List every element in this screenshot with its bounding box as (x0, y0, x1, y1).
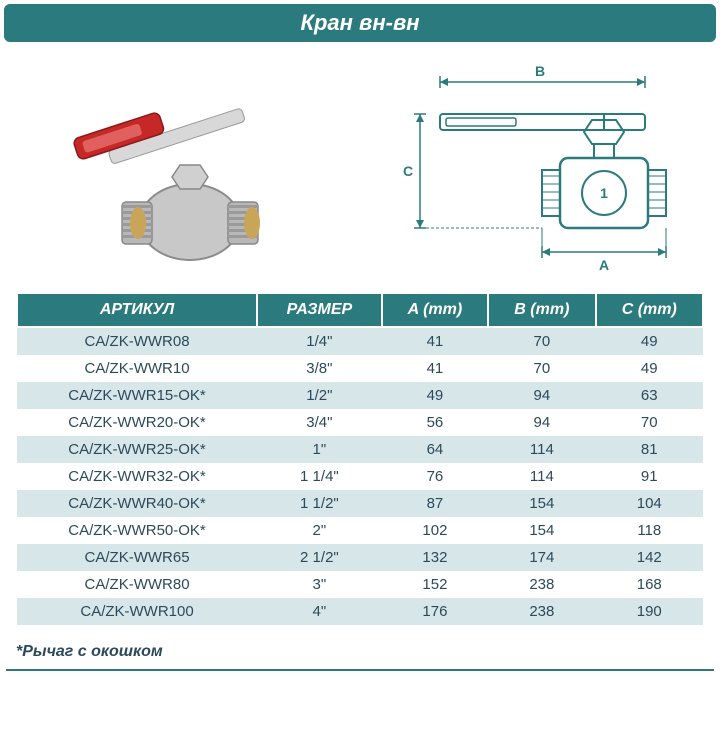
table-cell: 114 (488, 436, 595, 463)
spec-table: АРТИКУЛ РАЗМЕР A (mm) B (mm) C (mm) CA/Z… (16, 292, 704, 625)
product-photo (20, 57, 360, 277)
table-cell: 154 (488, 490, 595, 517)
table-cell: 142 (596, 544, 703, 571)
table-row: CA/ZK-WWR25-OK*1"6411481 (17, 436, 703, 463)
table-cell: 76 (382, 463, 488, 490)
table-cell: CA/ZK-WWR10 (17, 355, 257, 382)
table-cell: 41 (382, 327, 488, 355)
table-row: CA/ZK-WWR15-OK*1/2"499463 (17, 382, 703, 409)
table-row: CA/ZK-WWR50-OK*2"102154118 (17, 517, 703, 544)
table-row: CA/ZK-WWR081/4"417049 (17, 327, 703, 355)
bottom-separator (6, 669, 714, 671)
table-cell: CA/ZK-WWR40-OK* (17, 490, 257, 517)
table-header-row: АРТИКУЛ РАЗМЕР A (mm) B (mm) C (mm) (17, 293, 703, 327)
col-c: C (mm) (596, 293, 703, 327)
table-cell: 3/4" (257, 409, 382, 436)
table-cell: CA/ZK-WWR32-OK* (17, 463, 257, 490)
table-cell: 1 1/4" (257, 463, 382, 490)
table-cell: 49 (596, 327, 703, 355)
col-size: РАЗМЕР (257, 293, 382, 327)
dimension-diagram: B 1 (360, 52, 700, 282)
table-cell: 81 (596, 436, 703, 463)
table-cell: 152 (382, 571, 488, 598)
table-cell: 94 (488, 382, 595, 409)
table-cell: 2 1/2" (257, 544, 382, 571)
table-cell: 1" (257, 436, 382, 463)
table-cell: 168 (596, 571, 703, 598)
table-cell: 174 (488, 544, 595, 571)
table-row: CA/ZK-WWR20-OK*3/4"569470 (17, 409, 703, 436)
table-cell: 4" (257, 598, 382, 625)
svg-text:1: 1 (600, 185, 608, 201)
table-cell: 49 (596, 355, 703, 382)
table-row: CA/ZK-WWR40-OK*1 1/2"87154104 (17, 490, 703, 517)
table-cell: 49 (382, 382, 488, 409)
table-row: CA/ZK-WWR803"152238168 (17, 571, 703, 598)
table-cell: 2" (257, 517, 382, 544)
table-cell: 70 (488, 355, 595, 382)
table-cell: CA/ZK-WWR25-OK* (17, 436, 257, 463)
table-cell: CA/ZK-WWR08 (17, 327, 257, 355)
dim-b-label: B (535, 63, 545, 79)
table-cell: CA/ZK-WWR65 (17, 544, 257, 571)
table-row: CA/ZK-WWR32-OK*1 1/4"7611491 (17, 463, 703, 490)
table-cell: 87 (382, 490, 488, 517)
table-cell: 41 (382, 355, 488, 382)
table-cell: 91 (596, 463, 703, 490)
table-cell: 238 (488, 571, 595, 598)
spec-table-wrap: АРТИКУЛ РАЗМЕР A (mm) B (mm) C (mm) CA/Z… (16, 292, 704, 625)
table-cell: CA/ZK-WWR20-OK* (17, 409, 257, 436)
table-cell: 1/4" (257, 327, 382, 355)
table-cell: 94 (488, 409, 595, 436)
table-cell: 102 (382, 517, 488, 544)
images-row: B 1 (0, 42, 720, 292)
table-row: CA/ZK-WWR652 1/2"132174142 (17, 544, 703, 571)
table-cell: 3/8" (257, 355, 382, 382)
col-b: B (mm) (488, 293, 595, 327)
dim-a-label: A (599, 257, 609, 273)
table-cell: 1/2" (257, 382, 382, 409)
table-cell: 176 (382, 598, 488, 625)
table-cell: 132 (382, 544, 488, 571)
table-cell: CA/ZK-WWR80 (17, 571, 257, 598)
table-row: CA/ZK-WWR1004"176238190 (17, 598, 703, 625)
table-cell: 63 (596, 382, 703, 409)
table-cell: 190 (596, 598, 703, 625)
page-title: Кран вн-вн (4, 4, 716, 42)
table-cell: 154 (488, 517, 595, 544)
table-cell: 1 1/2" (257, 490, 382, 517)
table-cell: 3" (257, 571, 382, 598)
col-article: АРТИКУЛ (17, 293, 257, 327)
table-cell: 114 (488, 463, 595, 490)
footnote: *Рычаг с окошком (16, 643, 704, 661)
dim-c-label: C (403, 163, 413, 179)
table-cell: CA/ZK-WWR50-OK* (17, 517, 257, 544)
table-cell: 70 (596, 409, 703, 436)
table-cell: 64 (382, 436, 488, 463)
table-cell: 56 (382, 409, 488, 436)
table-cell: CA/ZK-WWR100 (17, 598, 257, 625)
table-cell: 238 (488, 598, 595, 625)
table-row: CA/ZK-WWR103/8"417049 (17, 355, 703, 382)
col-a: A (mm) (382, 293, 488, 327)
table-cell: 70 (488, 327, 595, 355)
table-cell: 104 (596, 490, 703, 517)
table-cell: CA/ZK-WWR15-OK* (17, 382, 257, 409)
table-cell: 118 (596, 517, 703, 544)
